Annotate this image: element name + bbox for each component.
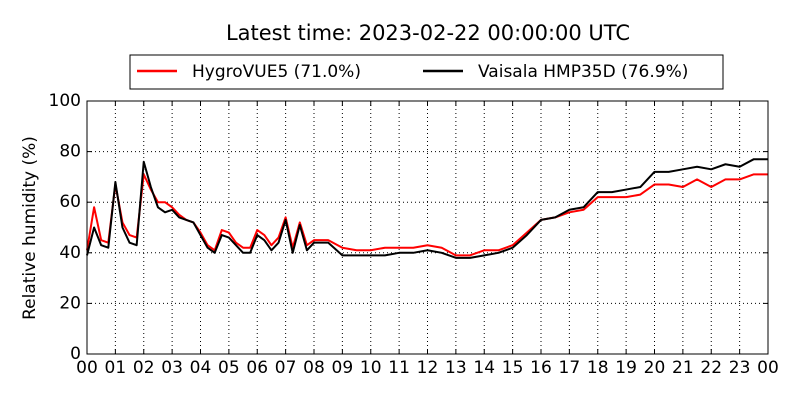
x-tick-label: 04 <box>190 358 212 378</box>
data-line <box>86 158 768 259</box>
y-tick-label: 40 <box>59 243 81 263</box>
x-tick-label: 15 <box>502 358 524 378</box>
x-tick-label: 02 <box>133 358 155 378</box>
x-tick-label: 05 <box>218 358 240 378</box>
x-tick-label: 23 <box>729 358 751 378</box>
y-tick-label: 100 <box>49 91 81 111</box>
plot-frame <box>86 100 769 355</box>
x-tick-label: 18 <box>587 358 609 378</box>
x-tick-label: 01 <box>105 358 127 378</box>
x-tick-label: 22 <box>700 358 722 378</box>
x-tick-label: 08 <box>303 358 325 378</box>
legend-label: HygroVUE5 (71.0%) <box>192 62 361 82</box>
data-line <box>86 173 768 257</box>
x-tick-label: 20 <box>644 358 666 378</box>
x-tick-label: 12 <box>417 358 439 378</box>
x-tick-label: 19 <box>615 358 637 378</box>
x-tick-label: 10 <box>360 358 382 378</box>
x-tick-label: 03 <box>161 358 183 378</box>
x-tick-label: 06 <box>246 358 268 378</box>
x-tick-label: 07 <box>275 358 297 378</box>
x-tick-label: 16 <box>530 358 552 378</box>
x-tick-label: 13 <box>445 358 467 378</box>
y-tick-label: 80 <box>59 142 81 162</box>
y-tick-label: 60 <box>59 192 81 212</box>
y-axis-label: Relative humidity (%) <box>20 136 40 320</box>
chart-title: Latest time: 2023-02-22 00:00:00 UTC <box>226 21 630 45</box>
x-tick-label: 11 <box>388 358 410 378</box>
y-tick-label: 20 <box>59 293 81 313</box>
legend-label: Vaisala HMP35D (76.9%) <box>478 62 688 82</box>
x-tick-label: 00 <box>76 358 98 378</box>
x-tick-label: 09 <box>332 358 354 378</box>
x-tick-label: 14 <box>473 358 495 378</box>
x-tick-label: 21 <box>672 358 694 378</box>
x-tick-label: 00 <box>757 358 779 378</box>
x-tick-label: 17 <box>559 358 581 378</box>
y-tick-label: 0 <box>70 344 81 364</box>
